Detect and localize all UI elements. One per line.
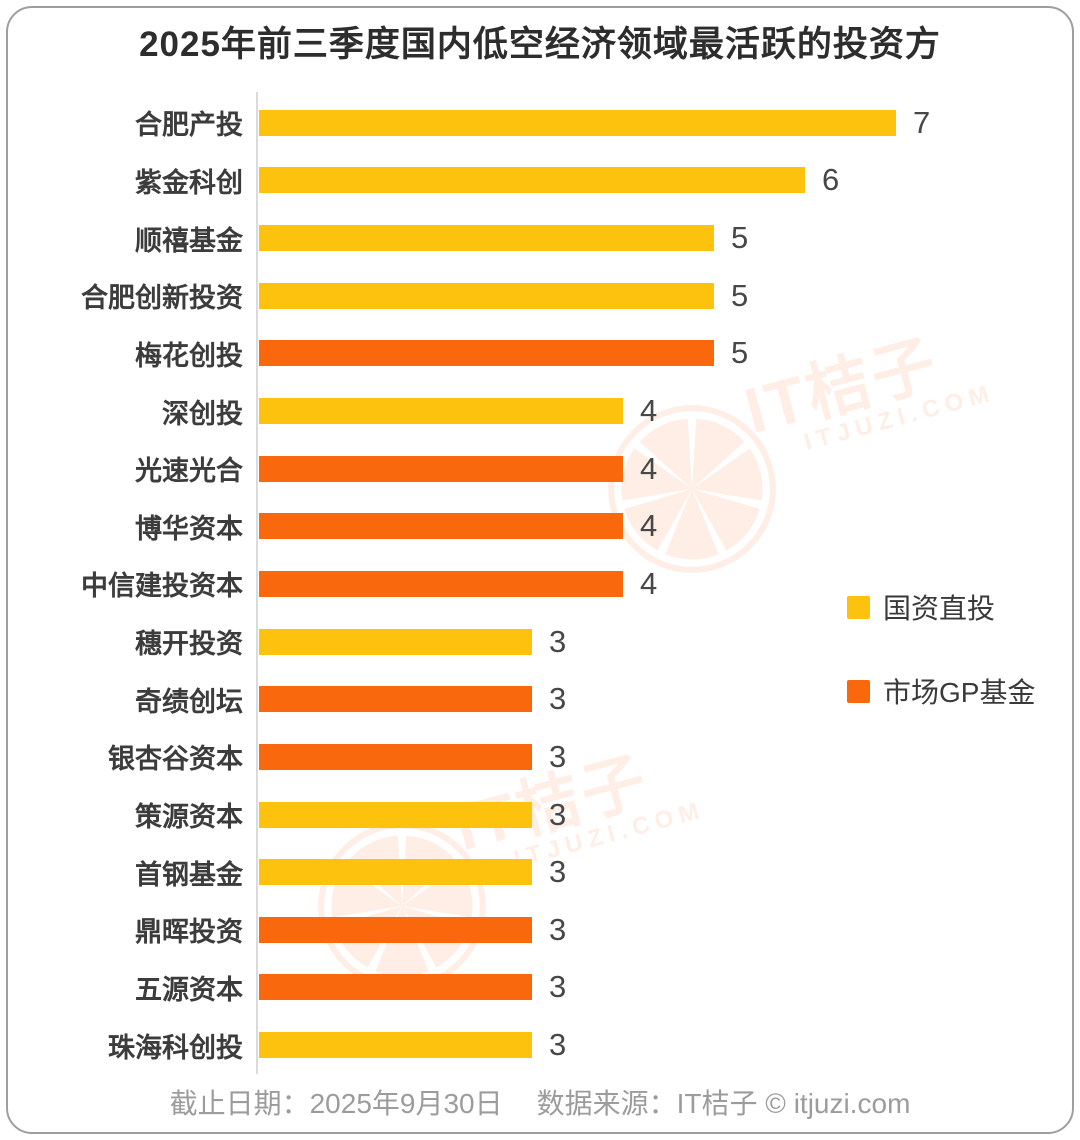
bar xyxy=(259,743,532,770)
bar-row: 银杏谷资本 3 xyxy=(8,728,1072,786)
bar-value-label: 6 xyxy=(822,162,840,198)
bar-value-label: 3 xyxy=(549,623,567,659)
bar xyxy=(259,628,532,655)
bar-value-label: 5 xyxy=(731,220,749,256)
bar-category-label: 顺禧基金 xyxy=(135,225,243,256)
bar-row: 深创投 4 xyxy=(8,382,1072,440)
legend-item-market-gp: 市场GP基金 xyxy=(847,671,1035,711)
itjuzi-orange-logo-icon xyxy=(608,405,776,573)
bar-value-label: 5 xyxy=(731,335,749,371)
bar-row: 中信建投资本 4 xyxy=(8,555,1072,613)
bar-row: 五源资本 3 xyxy=(8,959,1072,1017)
legend-label: 国资直投 xyxy=(883,593,996,624)
bar-category-label: 合肥产投 xyxy=(135,110,243,141)
bar-category-label: 紫金科创 xyxy=(135,167,243,198)
bar-category-label: 首钢基金 xyxy=(135,859,243,890)
bar xyxy=(259,859,532,886)
bar-category-label: 穗开投资 xyxy=(135,629,243,660)
bar-row: 紫金科创 6 xyxy=(8,152,1072,210)
bar-value-label: 4 xyxy=(640,565,658,601)
bar-row: 珠海科创投 3 xyxy=(8,1016,1072,1074)
bar xyxy=(259,282,714,309)
bar-value-label: 7 xyxy=(913,104,931,140)
bar-category-label: 银杏谷资本 xyxy=(108,744,243,775)
bar-row: 策源资本 3 xyxy=(8,786,1072,844)
bar-row: 奇绩创坛 3 xyxy=(8,670,1072,728)
bar-category-label: 策源资本 xyxy=(135,802,243,832)
bar xyxy=(259,801,532,828)
bar-category-label: 珠海科创投 xyxy=(108,1032,243,1063)
footer-source: 数据来源：IT桔子 © itjuzi.com xyxy=(536,1088,911,1119)
bar xyxy=(259,455,623,482)
bar-row: 鼎晖投资 3 xyxy=(8,901,1072,959)
bar-value-label: 3 xyxy=(549,911,567,947)
chart-title: 2025年前三季度国内低空经济领域最活跃的投资方 xyxy=(139,25,941,64)
bar-row: 穗开投资 3 xyxy=(8,613,1072,671)
bar-value-label: 5 xyxy=(731,277,749,313)
bar xyxy=(259,513,623,540)
bar-row: 首钢基金 3 xyxy=(8,843,1072,901)
legend-swatch-orange xyxy=(847,679,870,703)
bar-value-label: 4 xyxy=(640,508,658,544)
bar-value-label: 4 xyxy=(640,450,658,486)
bar xyxy=(259,1032,532,1059)
chart-card: IT桔子 ITJUZI.COM IT桔子 ITJUZI.COM 2025年前三季… xyxy=(6,6,1074,1134)
bar xyxy=(259,167,805,194)
bar-category-label: 合肥创新投资 xyxy=(81,283,243,314)
bar xyxy=(259,109,896,136)
footer: 截止日期：2025年9月30日 数据来源：IT桔子 © itjuzi.com xyxy=(8,1082,1072,1122)
bar-value-label: 3 xyxy=(549,796,567,832)
bar-row: 光速光合 4 xyxy=(8,440,1072,498)
legend-label: 市场GP基金 xyxy=(883,677,1036,708)
bar-row: 合肥产投 7 xyxy=(8,94,1072,152)
bar-value-label: 4 xyxy=(640,393,658,429)
y-axis-line xyxy=(256,92,258,1074)
footer-deadline: 截止日期：2025年9月30日 xyxy=(169,1088,503,1119)
bar-category-label: 深创投 xyxy=(162,398,243,429)
bar-row: 博华资本 4 xyxy=(8,497,1072,555)
bar-value-label: 3 xyxy=(549,738,567,774)
bar xyxy=(259,686,532,713)
bar-rows: 合肥产投 7 紫金科创 6 顺禧基金 5 合肥创新投资 5 梅花创投 5 深创投 4 光速光合 4 博华资本… xyxy=(8,94,1072,1074)
legend-swatch-yellow xyxy=(847,595,870,619)
bar xyxy=(259,974,532,1001)
legend: 国资直投 市场GP基金 xyxy=(847,587,1035,711)
bar-category-label: 鼎晖投资 xyxy=(135,917,243,948)
bar-category-label: 中信建投资本 xyxy=(81,571,243,602)
bar xyxy=(259,570,623,597)
bar-row: 梅花创投 5 xyxy=(8,325,1072,383)
bar xyxy=(259,398,623,425)
bar-value-label: 3 xyxy=(549,854,567,890)
bar-category-label: 五源资本 xyxy=(135,974,243,1005)
bar-row: 合肥创新投资 5 xyxy=(8,267,1072,325)
bar xyxy=(259,225,714,252)
legend-item-soe-direct: 国资直投 xyxy=(847,587,1035,627)
bar-value-label: 3 xyxy=(549,1027,567,1063)
bar-category-label: 梅花创投 xyxy=(135,340,243,371)
bar-value-label: 3 xyxy=(549,969,567,1005)
bar-row: 顺禧基金 5 xyxy=(8,209,1072,267)
bar-category-label: 光速光合 xyxy=(135,456,243,487)
bar-category-label: 博华资本 xyxy=(135,513,243,544)
bar-value-label: 3 xyxy=(549,681,567,717)
bar xyxy=(259,916,532,943)
bar xyxy=(259,340,714,367)
bar-category-label: 奇绩创坛 xyxy=(135,686,243,717)
